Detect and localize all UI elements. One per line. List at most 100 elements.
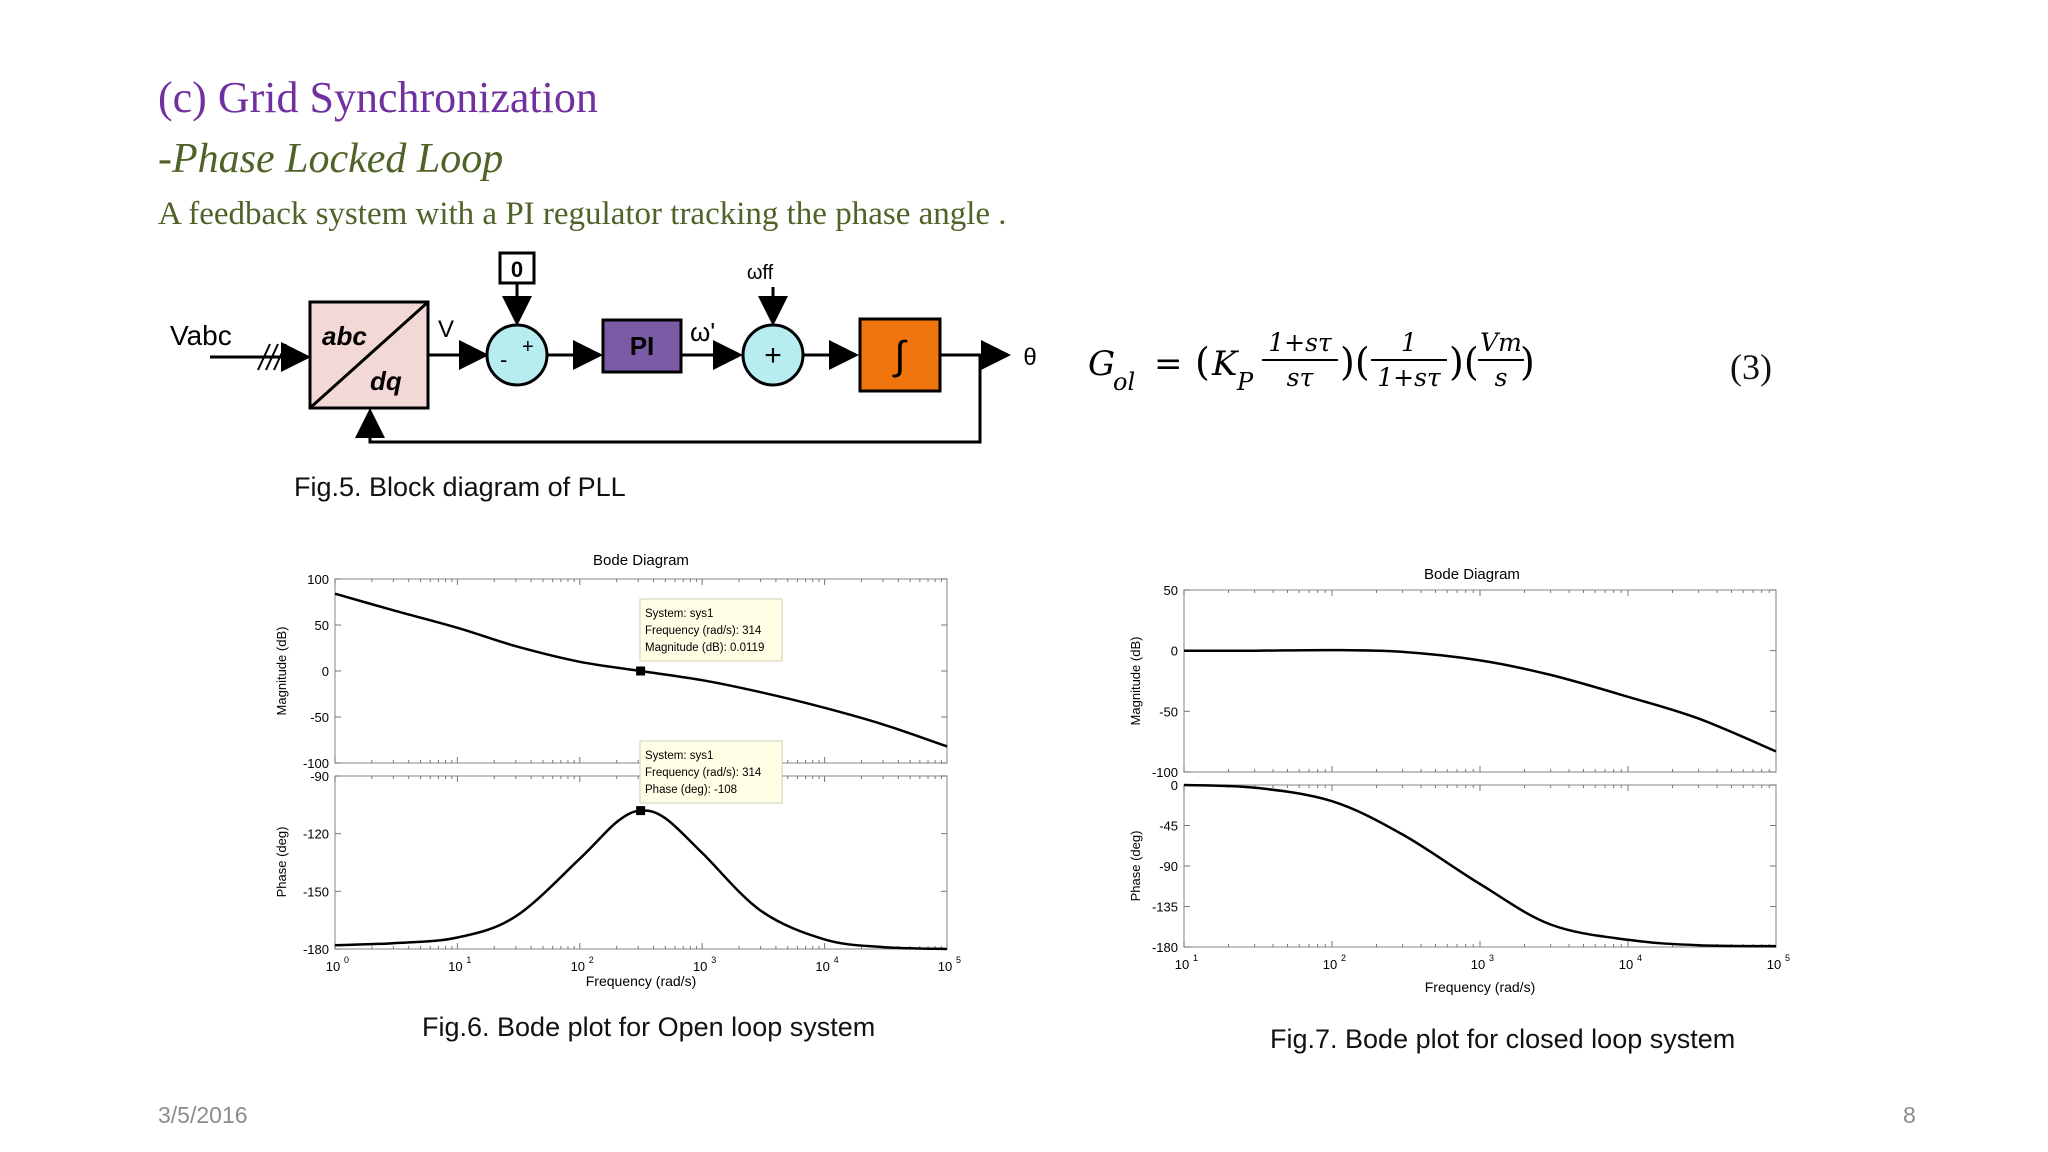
equation-fraction-2: 1 1+sτ — [1371, 328, 1447, 392]
slide-title: (c) Grid Synchronization — [158, 73, 598, 122]
bode1-mag-tick-labels: 100 50 0 -50 -100 — [303, 572, 329, 771]
omega-prime-label: ω' — [690, 317, 715, 347]
pi-label: PI — [630, 331, 655, 361]
feedback-path — [355, 355, 982, 444]
input-label: Vabc — [170, 320, 232, 351]
bode1-x-tick-base: 10 — [938, 959, 952, 974]
mag-datatip-line1: System: sys1 — [645, 608, 713, 620]
bode2-mag-tick-label: -50 — [1159, 704, 1178, 719]
bode2-mag-tick-label: 0 — [1171, 644, 1178, 659]
bode2-x-tick-base: 10 — [1175, 957, 1189, 972]
mag-datatip-line2: Frequency (rad/s): 314 — [645, 625, 762, 637]
bode1-mag-tick-label: 50 — [315, 618, 329, 633]
bode2-x-tick-base: 10 — [1767, 957, 1781, 972]
bode1-mag-tick-label: 100 — [307, 572, 329, 587]
bode2-mag-tick-label: -100 — [1152, 765, 1178, 780]
equation-equals: = — [1154, 344, 1183, 384]
bode1-mag-datatip-marker — [636, 666, 646, 676]
bode1-phase-tick-labels: -90 -120 -150 -180 — [303, 769, 329, 957]
equation-fraction-3: Vm s — [1478, 328, 1524, 392]
bode2-phase-tick-label: -90 — [1159, 859, 1178, 874]
bode1-x-tick-exponent: 2 — [589, 955, 594, 965]
transform-top-label: abc — [322, 321, 367, 351]
bode2-x-tick-exponent: 1 — [1193, 953, 1198, 963]
fraction-1-denominator: sτ — [1286, 363, 1314, 392]
bode1-phase-axes — [334, 775, 948, 950]
bode2-mag-tick-labels: 50 0 -50 -100 — [1152, 583, 1178, 780]
bode2-phase-tick-label: -135 — [1152, 900, 1178, 915]
bode1-mag-tick-label: 0 — [322, 664, 329, 679]
equation-number: (3) — [1730, 347, 1772, 387]
bode2-x-tick-labels: 10 1 10 2 10 3 10 4 10 5 — [1175, 953, 1790, 972]
bode2-phase-axes — [1183, 784, 1777, 948]
bode1-title: Bode Diagram — [593, 552, 689, 569]
bode1-x-tick-base: 10 — [693, 959, 707, 974]
equation-fraction-1: 1+sτ sτ — [1262, 328, 1338, 392]
equation-lhs-subscript: ol — [1113, 368, 1136, 396]
fig6-caption: Fig.6. Bode plot for Open loop system — [422, 1012, 876, 1042]
slide-subtitle: -Phase Locked Loop — [158, 136, 504, 182]
bode1-phase-tick-label: -180 — [303, 942, 329, 957]
open-loop-equation: G ol = ( K P 1+sτ sτ )( 1 1+sτ )( Vm s ) — [1088, 318, 1535, 418]
bode1-phase-datatip: System: sys1 Frequency (rad/s): 314 Phas… — [639, 740, 783, 804]
fraction-2-denominator: 1+sτ — [1377, 363, 1441, 392]
bode2-phase-tick-labels: 0 -45 -90 -135 -180 — [1152, 778, 1178, 955]
fraction-3-numerator: Vm — [1478, 328, 1524, 361]
bode1-mag-ylabel: Magnitude (dB) — [274, 627, 289, 716]
output-theta-label: θ — [1023, 344, 1036, 371]
bode1-xlabel: Frequency (rad/s) — [586, 973, 696, 989]
equation-open-paren-1: ( — [1195, 340, 1210, 384]
bode2-title: Bode Diagram — [1424, 566, 1520, 583]
bode2-magnitude-axes — [1183, 589, 1777, 773]
bode1-mag-tick-label: -100 — [303, 756, 329, 771]
bode2-x-tick-exponent: 4 — [1637, 953, 1642, 963]
slide-description: A feedback system with a PI regulator tr… — [158, 196, 1007, 232]
bode2-x-tick-base: 10 — [1323, 957, 1337, 972]
closed-loop-bode-plot: Bode Diagram 500-50-100 0-45-90-135-180 … — [1128, 566, 1790, 995]
bode2-x-tick-base: 10 — [1471, 957, 1485, 972]
bode1-phase-tick-label: -120 — [303, 827, 329, 842]
bode2-magnitude-line — [1183, 648, 1777, 753]
bode2-x-tick-exponent: 3 — [1489, 953, 1494, 963]
bode1-x-tick-exponent: 0 — [344, 955, 349, 965]
bode2-phase-line — [1183, 783, 1777, 948]
bode2-xlabel: Frequency (rad/s) — [1425, 979, 1535, 995]
bode2-mag-ylabel: Magnitude (dB) — [1128, 637, 1143, 726]
bode1-x-tick-base: 10 — [448, 959, 462, 974]
transform-bottom-label: dq — [370, 366, 402, 396]
fig7-caption: Fig.7. Bode plot for closed loop system — [1270, 1024, 1736, 1054]
bode2-phase-ylabel: Phase (deg) — [1128, 831, 1143, 902]
bode1-mag-tick-label: -50 — [310, 710, 329, 725]
bode1-x-tick-exponent: 5 — [956, 955, 961, 965]
mag-datatip-line3: Magnitude (dB): 0.0119 — [645, 642, 764, 654]
fraction-1-numerator: 1+sτ — [1262, 328, 1338, 361]
bode1-x-tick-exponent: 1 — [466, 955, 471, 965]
pi-regulator-block — [601, 318, 683, 374]
reference-zero-box — [498, 251, 536, 285]
equation-lhs: G — [1088, 344, 1116, 384]
bode1-mag-datatip: System: sys1 Frequency (rad/s): 314 Magn… — [639, 598, 783, 662]
pll-block-diagram: Vabc abc dq V 0 + - PI ω' ωff + ∫ θ — [170, 251, 1037, 444]
fraction-3-denominator: s — [1494, 363, 1508, 392]
bode1-x-tick-base: 10 — [326, 959, 340, 974]
bode2-x-tick-base: 10 — [1619, 957, 1633, 972]
bode1-phase-tick-label: -150 — [303, 884, 329, 899]
bode1-x-tick-base: 10 — [815, 959, 829, 974]
equation-parens-3: )( — [1449, 340, 1479, 384]
sum1-minus-sign: - — [500, 347, 507, 372]
phase-datatip-line2: Frequency (rad/s): 314 — [645, 767, 762, 779]
bode1-phase-datatip-marker — [636, 806, 646, 816]
phase-datatip-line1: System: sys1 — [645, 750, 713, 762]
integrator-label: ∫ — [893, 334, 909, 378]
sum2-plus-sign: + — [764, 339, 782, 372]
slide-page-number: 8 — [1903, 1102, 1916, 1128]
equation-kp: K — [1212, 344, 1238, 384]
equation-kp-subscript: P — [1237, 368, 1254, 396]
bode2-ticks — [1183, 589, 1776, 948]
reference-zero-label: 0 — [511, 257, 523, 282]
v-label: V — [438, 316, 454, 343]
bode1-x-tick-labels: 10 0 10 1 10 2 10 3 10 4 10 5 — [326, 955, 961, 974]
bode2-x-tick-exponent: 2 — [1341, 953, 1346, 963]
sum1-plus-sign: + — [522, 336, 534, 358]
bode2-phase-tick-label: -180 — [1152, 940, 1178, 955]
